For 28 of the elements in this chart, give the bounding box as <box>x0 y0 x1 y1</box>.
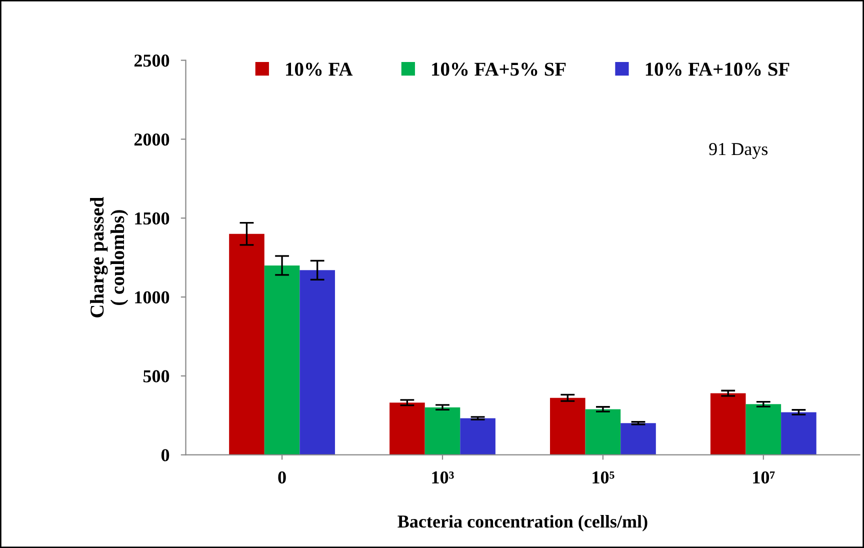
legend-label: 10% FA+10% SF <box>646 62 790 76</box>
bar <box>300 270 335 455</box>
y-tick-label: 2000 <box>134 133 170 146</box>
bar <box>229 234 264 455</box>
annotation: 91 Days <box>709 143 768 159</box>
bar <box>585 409 621 455</box>
y-tick-label: 2500 <box>134 54 170 67</box>
bar <box>550 398 586 455</box>
y-tick-label: 1500 <box>135 212 170 225</box>
bar <box>781 412 816 455</box>
legend-label: 10% FA <box>286 62 353 76</box>
bar <box>460 418 496 455</box>
legend-label: 10% FA+5% SF <box>432 62 566 76</box>
bar <box>746 404 782 455</box>
x-tick-label: 10⁵ <box>592 471 614 484</box>
bar <box>390 402 425 455</box>
x-tick-label: 10⁷ <box>753 471 775 484</box>
x-tick-label: 10³ <box>432 471 454 484</box>
y-tick-label: 0 <box>161 449 170 462</box>
y-axis-title: Charge passed ( coulombs) <box>90 197 128 318</box>
bar <box>264 265 300 455</box>
bar <box>424 407 460 455</box>
y-tick-label: 1000 <box>135 291 170 304</box>
x-tick-label: 0 <box>278 471 286 484</box>
x-axis-title: Bacteria concentration (cells/ml) <box>398 514 648 532</box>
bar <box>710 393 746 455</box>
bar <box>620 423 656 455</box>
y-tick-label: 500 <box>143 370 170 382</box>
